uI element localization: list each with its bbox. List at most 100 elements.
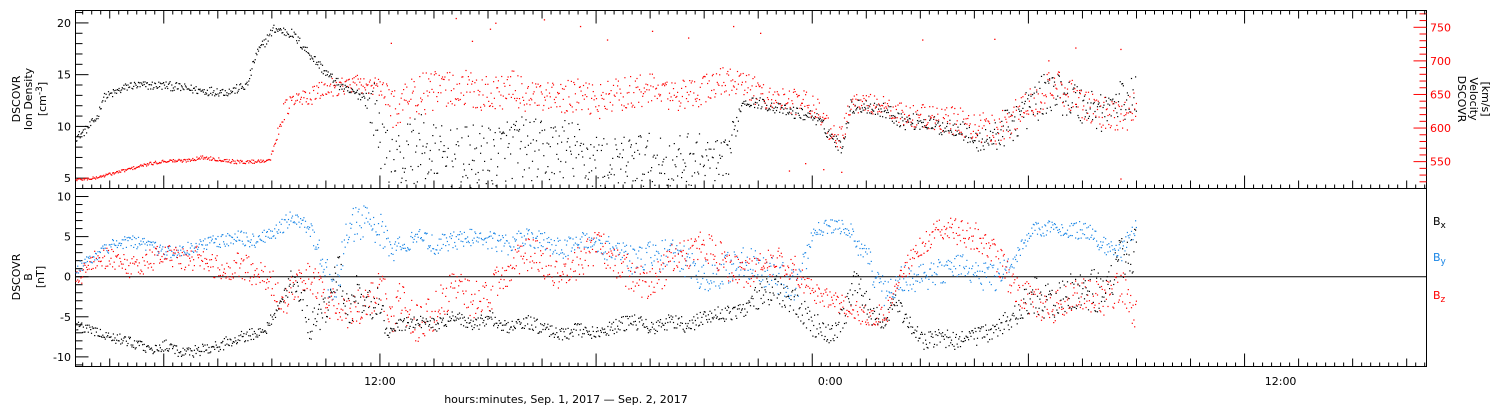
bz-series-point xyxy=(778,247,780,249)
by-series-point xyxy=(383,231,385,233)
velocity-series-point xyxy=(270,159,272,161)
bz-series-point xyxy=(758,259,760,261)
velocity-series-point xyxy=(724,84,726,87)
by-series-point xyxy=(78,269,80,271)
by-series-point xyxy=(785,291,787,293)
velocity-series-point xyxy=(476,106,478,109)
velocity-series-point xyxy=(291,99,293,101)
by-series-point xyxy=(81,262,83,264)
by-series-point xyxy=(531,232,533,234)
by-series-point xyxy=(447,250,449,252)
velocity-series-point xyxy=(1027,110,1029,112)
bz-series-point xyxy=(389,306,391,308)
bz-series-point xyxy=(512,266,514,269)
by-series-point xyxy=(967,273,969,275)
velocity-series-point xyxy=(222,160,224,162)
by-series-point xyxy=(828,225,830,227)
bz-series-point xyxy=(454,280,457,282)
ion-density-series-point xyxy=(919,128,921,130)
by-series-point xyxy=(830,219,832,221)
bz-series-point xyxy=(719,263,721,265)
velocity-series-point xyxy=(368,92,370,94)
velocity-series-point xyxy=(672,88,675,90)
bz-series-point xyxy=(259,281,261,284)
ion-density-series-point xyxy=(159,86,161,88)
by-series-point xyxy=(754,250,756,252)
by-series-point xyxy=(929,268,932,270)
velocity-series-point xyxy=(771,99,773,101)
bz-series-point xyxy=(823,305,825,307)
by-series-point xyxy=(1038,227,1040,229)
by-series-point xyxy=(569,238,571,240)
by-series-point xyxy=(330,278,332,281)
ion-density-series-point xyxy=(136,87,138,89)
by-series-point xyxy=(1081,229,1083,231)
velocity-series-point xyxy=(121,169,123,171)
bz-series-point xyxy=(834,306,836,308)
by-series-point xyxy=(810,232,812,234)
by-series-point xyxy=(916,280,919,282)
velocity-series-point xyxy=(622,96,624,98)
velocity-series-point xyxy=(596,109,598,111)
bz-series-point xyxy=(782,265,784,267)
bz-series-point xyxy=(319,275,321,277)
ion-density-series-point xyxy=(161,88,163,90)
bz-series-point xyxy=(687,239,689,241)
by-series-point xyxy=(281,218,283,220)
velocity-series-point xyxy=(514,97,516,100)
ion-density-series-point xyxy=(923,119,925,121)
velocity-series-point xyxy=(776,91,778,93)
by-series-point xyxy=(685,264,687,266)
velocity-series-point xyxy=(947,115,949,117)
by-series-point xyxy=(120,244,122,247)
by-series-point xyxy=(268,228,270,230)
bz-series-point xyxy=(234,272,236,274)
by-series-point xyxy=(817,233,819,235)
velocity-series-point xyxy=(992,135,994,137)
velocity-series-point xyxy=(401,93,403,95)
by-series-point xyxy=(835,220,837,222)
by-series-point xyxy=(865,251,867,253)
bz-series-point xyxy=(766,267,769,269)
by-series-point xyxy=(90,261,93,263)
ion-density-series-point xyxy=(651,181,653,183)
by-series-point xyxy=(891,296,893,298)
by-series-point xyxy=(664,248,666,250)
by-series-point xyxy=(787,287,789,289)
velocity-series-point xyxy=(681,95,683,98)
bz-series-point xyxy=(623,254,625,257)
by-series-point xyxy=(1062,234,1064,236)
bz-series-point xyxy=(287,303,290,305)
ion-density-series-point xyxy=(1043,74,1045,76)
ion-density-series-point xyxy=(623,136,625,138)
by-series-point xyxy=(228,234,230,236)
velocity-series-point xyxy=(317,86,320,89)
bz-series-point xyxy=(124,258,126,260)
velocity-series-point xyxy=(483,103,485,106)
ion-density-series-point xyxy=(749,106,751,108)
velocity-series-point xyxy=(320,95,322,97)
ion-density-series-point xyxy=(697,171,699,173)
ion-density-series-point xyxy=(514,124,516,127)
bz-series-point xyxy=(736,255,738,257)
velocity-series-point xyxy=(842,134,844,136)
velocity-series-point xyxy=(289,96,291,98)
velocity-series-point xyxy=(165,161,167,163)
by-series-point xyxy=(319,263,321,265)
ion-density-series-point xyxy=(581,150,583,152)
ion-density-series-point xyxy=(110,92,112,94)
bz-series-point xyxy=(617,249,619,251)
velocity-series-point xyxy=(449,71,451,74)
by-series-point xyxy=(321,258,324,260)
by-series-point xyxy=(246,236,248,238)
velocity-series-point xyxy=(932,106,934,108)
bz-series-point xyxy=(193,259,195,261)
ion-density-series-point xyxy=(545,171,547,173)
bz-series-point xyxy=(350,311,352,313)
velocity-series-point xyxy=(1075,103,1077,105)
velocity-series-point xyxy=(1049,79,1051,81)
bz-series-point xyxy=(135,261,137,263)
velocity-series-point xyxy=(752,78,754,80)
bz-series-point xyxy=(466,307,468,309)
